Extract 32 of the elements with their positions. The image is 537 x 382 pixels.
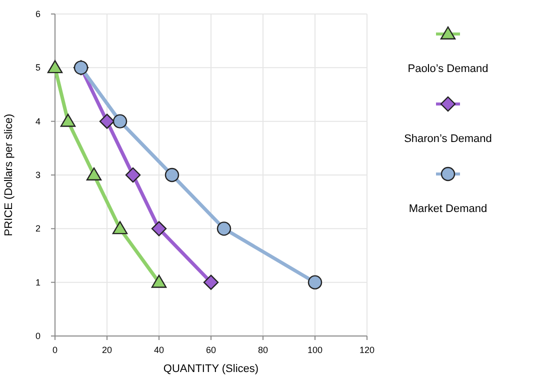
point: [99, 114, 115, 129]
point: [164, 168, 180, 182]
point: [86, 167, 102, 180]
x-tick-label: 80: [258, 345, 268, 355]
x-tick-label: 20: [102, 345, 112, 355]
y-tick-label: 4: [35, 116, 41, 126]
point: [203, 274, 219, 290]
x-tick-label: 40: [154, 345, 164, 355]
y-tick-label: 2: [35, 224, 41, 234]
x-axis-title: QUANTITY (Slices): [163, 363, 259, 375]
text: Sharon’s Demand: [404, 133, 492, 145]
y-tick-label: 5: [35, 62, 41, 73]
point: [112, 221, 128, 234]
y-axis-title: PRICE (Dollars per slice): [3, 114, 15, 236]
text: Market Demand: [408, 203, 488, 215]
point: [47, 60, 63, 74]
point: [112, 114, 128, 128]
y-tick-label: 1: [35, 277, 41, 288]
y-tick-label: 6: [35, 9, 41, 19]
x-tick-label: 0: [52, 345, 58, 355]
point: [308, 275, 322, 290]
point: [151, 221, 167, 236]
text: Paolo’s Demand: [408, 63, 488, 75]
point: [60, 114, 76, 127]
y-tick-label: 3: [35, 170, 41, 180]
point: [216, 222, 232, 236]
point: [125, 167, 141, 183]
y-tick-label: 0: [35, 331, 41, 341]
x-tick-label: 120: [359, 345, 375, 355]
point: [151, 274, 167, 288]
x-tick-label: 100: [307, 345, 323, 355]
x-tick-label: 60: [206, 345, 216, 355]
